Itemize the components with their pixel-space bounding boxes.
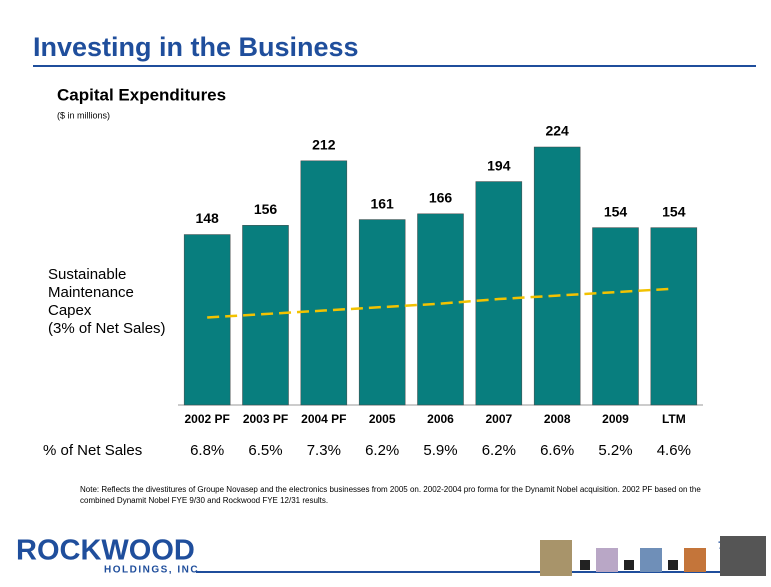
line-annotation: Capex: [48, 302, 92, 319]
x-tick-label: LTM: [662, 412, 686, 426]
value-label: 161: [370, 195, 394, 211]
x-tick-label: 2007: [485, 412, 512, 426]
bar: [300, 160, 348, 406]
net-sales-value: 6.5%: [248, 442, 282, 459]
x-tick-label: 2008: [544, 412, 571, 426]
plot: 2002 PF 6.8% 2003 PF 6.5% 2004 PF 7.3% 2005 6.2…: [43, 123, 698, 459]
bar: [533, 146, 581, 406]
value-label: 224: [545, 123, 569, 139]
bar: [475, 181, 523, 406]
note-line: Note: Reflects the divestitures of Group…: [80, 485, 701, 494]
value-label: 166: [429, 190, 453, 206]
net-sales-value: 5.2%: [598, 442, 632, 459]
value-label: 154: [604, 203, 628, 219]
chart-subtitle: Capital Expenditures: [57, 85, 226, 104]
line-annotation: Sustainable: [48, 266, 126, 283]
x-tick-label: 2004 PF: [301, 412, 346, 426]
value-label: 212: [312, 137, 336, 153]
line-annotation: Maintenance: [48, 284, 134, 301]
unit-note: ($ in millions): [57, 110, 110, 120]
note-line: combined Dynamit Nobel FYE 9/30 and Rock…: [80, 496, 328, 505]
value-label: 148: [195, 210, 219, 226]
bar: [650, 227, 698, 406]
footer-images: [540, 536, 766, 576]
net-sales-value: 6.2%: [482, 442, 516, 459]
line-annotation: (3% of Net Sales): [48, 320, 166, 337]
net-sales-value: 5.9%: [423, 442, 457, 459]
x-tick-label: 2006: [427, 412, 454, 426]
x-tick-label: 2005: [369, 412, 396, 426]
x-tick-label: 2009: [602, 412, 629, 426]
net-sales-label: % of Net Sales: [43, 442, 142, 459]
bar: [592, 227, 639, 406]
value-label: 154: [662, 203, 686, 219]
net-sales-value: 4.6%: [657, 442, 691, 459]
slide-title: Investing in the Business: [33, 32, 359, 62]
net-sales-value: 7.3%: [307, 442, 341, 459]
bar: [417, 213, 464, 406]
value-label: 194: [487, 157, 511, 173]
value-label: 156: [254, 201, 278, 217]
bar: [358, 219, 406, 406]
logo-sub: HOLDINGS, INC.: [104, 565, 203, 576]
x-tick-label: 2003 PF: [243, 412, 288, 426]
x-tick-label: 2002 PF: [184, 412, 229, 426]
bar: [183, 234, 231, 406]
net-sales-value: 6.6%: [540, 442, 574, 459]
net-sales-value: 6.2%: [365, 442, 399, 459]
logo: ROCKWOOD: [16, 535, 195, 567]
net-sales-value: 6.8%: [190, 442, 224, 459]
maintenance-line: [207, 287, 674, 319]
